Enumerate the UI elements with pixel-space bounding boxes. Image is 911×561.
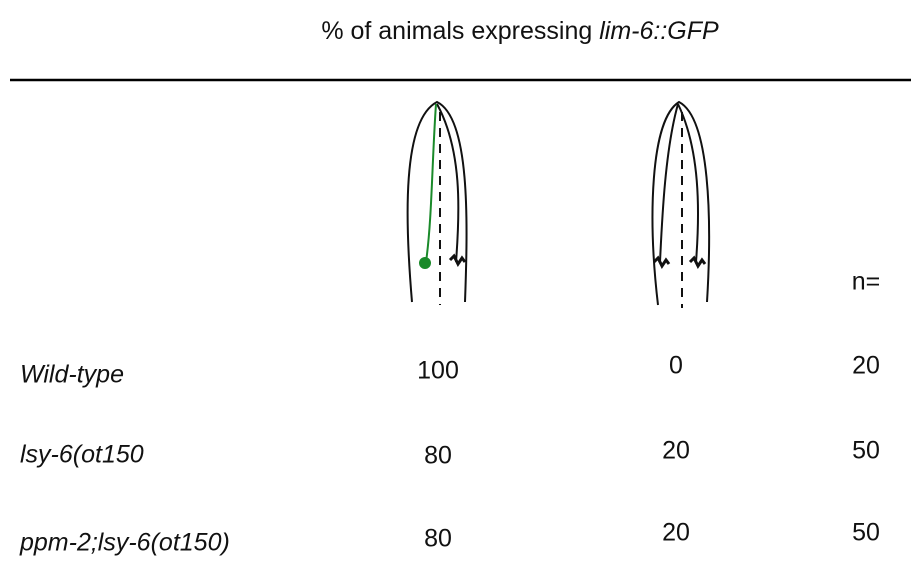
count-header: n= bbox=[852, 268, 881, 296]
genotype: Wild-type bbox=[20, 361, 124, 389]
percent-cell: 20 bbox=[662, 519, 690, 547]
count-cell: 50 bbox=[852, 519, 880, 547]
percent-cell: 80 bbox=[424, 442, 452, 470]
count-cell: 20 bbox=[852, 352, 880, 380]
neuron-body bbox=[654, 258, 669, 266]
title-italic: lim-6::GFP bbox=[599, 17, 719, 45]
worm-right-off bbox=[653, 102, 710, 308]
neuron-body bbox=[690, 258, 705, 266]
percent-cell: 0 bbox=[669, 352, 683, 380]
title: % of animals expressing lim-6::GFP bbox=[321, 17, 719, 45]
percent-cell: 80 bbox=[424, 525, 452, 553]
count-cell: 50 bbox=[852, 437, 880, 465]
genotype: ppm-2;lsy-6(ot150) bbox=[19, 529, 230, 557]
percent-cell: 100 bbox=[417, 357, 459, 385]
gfp-neuron bbox=[420, 258, 430, 268]
genotype: lsy-6(ot150 bbox=[20, 441, 144, 469]
page: % of animals expressing lim-6::GFP n= Wi… bbox=[0, 0, 911, 561]
title-text: % of animals expressing bbox=[321, 17, 599, 45]
worm-outline bbox=[653, 102, 710, 305]
figure: % of animals expressing lim-6::GFP n= Wi… bbox=[0, 0, 911, 561]
percent-cell: 20 bbox=[662, 437, 690, 465]
worm-left-on bbox=[408, 102, 467, 305]
neuron-body bbox=[450, 256, 465, 264]
gfp-process bbox=[426, 104, 436, 262]
table-rows: Wild-type 100 0 20 lsy-6(ot150 80 20 50 ppm-2;ls… bbox=[19, 352, 880, 557]
